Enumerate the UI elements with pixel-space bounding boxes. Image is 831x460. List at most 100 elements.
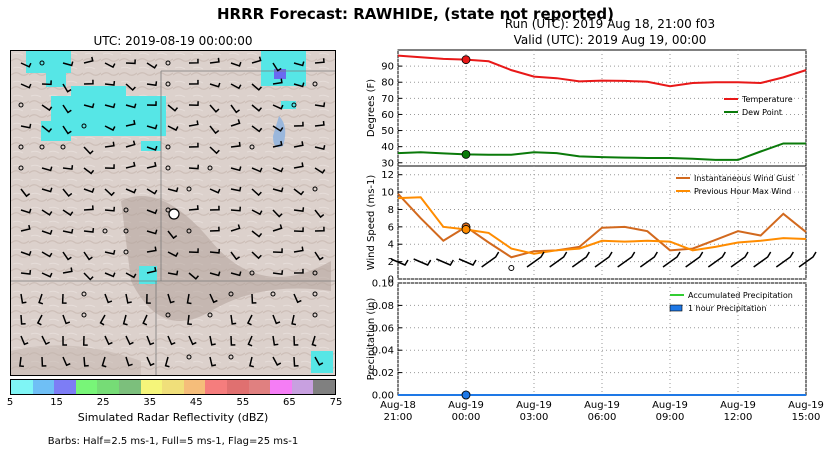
colorbar (10, 379, 336, 395)
wind-barb (41, 251, 53, 258)
x-tick-label-date: Aug-19 (584, 400, 620, 411)
wind-barb (19, 356, 24, 368)
wind-barb (293, 121, 304, 127)
calm-marker (228, 354, 234, 360)
wind-barb (209, 248, 221, 254)
wind-barb (251, 104, 263, 112)
wind-barb (314, 120, 325, 127)
wind-barb (146, 145, 158, 151)
calm-marker (165, 81, 171, 87)
station-marker (168, 208, 180, 220)
x-tick-label-date: Aug-19 (448, 400, 484, 411)
wind-barb (314, 58, 325, 64)
wind-barb (248, 356, 254, 368)
wind-barb (83, 205, 94, 211)
calm-marker (186, 228, 192, 234)
map-title: UTC: 2019-08-19 00:00:00 (93, 34, 253, 48)
wind-barb (20, 335, 29, 346)
wind-barb (122, 314, 128, 326)
wind-barbs (18, 56, 326, 368)
calm-marker (165, 312, 171, 318)
wind-barb (188, 164, 200, 170)
valid-time-marker (461, 149, 471, 159)
wind-barb (20, 123, 32, 129)
colorbar-swatch (11, 380, 33, 394)
y-tick-label: 70 (381, 94, 394, 105)
wind-barb (36, 314, 43, 326)
wind-barb (272, 62, 282, 72)
calm-marker (207, 165, 213, 171)
wind-barb (20, 188, 31, 198)
colorbar-swatch (313, 380, 335, 394)
wind-barb (41, 104, 53, 112)
wind-barb (99, 314, 106, 326)
wind-barb (20, 269, 32, 275)
wind-barb (125, 356, 133, 367)
wind-barb (62, 314, 71, 325)
wind-barb (83, 167, 95, 175)
wind-barb (209, 226, 220, 232)
wind-barb (209, 104, 220, 113)
wind-barb (293, 268, 304, 274)
wind-barb (251, 188, 262, 197)
wind-barb (251, 83, 262, 91)
wind-barb (230, 314, 237, 325)
wind-barb (62, 209, 74, 217)
wind-barb (167, 125, 179, 132)
wind-barb (293, 162, 304, 169)
y-axis-label: Degrees (F) (366, 79, 377, 137)
y-tick-label: 2 (388, 257, 394, 268)
wind-barb (293, 141, 304, 148)
colorbar-swatch (226, 380, 249, 394)
wind-barb (125, 293, 132, 304)
wind-barb (146, 229, 158, 235)
wind-barb (62, 61, 74, 67)
wind-barb (61, 293, 67, 304)
wind-barb (291, 314, 297, 326)
wind-barb (753, 251, 772, 268)
wind-barb (209, 57, 220, 64)
wind-barb (246, 314, 253, 326)
calm-marker (81, 291, 87, 297)
calm-marker (18, 144, 24, 150)
wind-barb (104, 272, 116, 278)
colorbar-swatch (140, 380, 163, 394)
calm-marker (312, 291, 318, 297)
wind-barb (390, 258, 409, 266)
wind-barb (293, 61, 305, 67)
y-tick-label: 0.10 (372, 279, 394, 290)
wind-barb (272, 270, 284, 276)
wind-barb (146, 246, 157, 253)
colorbar-swatch (162, 380, 184, 394)
wind-barb (62, 188, 73, 198)
colorbar-tick-label: 25 (96, 397, 110, 408)
wind-barb (293, 188, 305, 196)
wind-barb (798, 251, 817, 268)
wind-barb (62, 104, 72, 114)
wind-barb (20, 224, 31, 232)
calm-marker (123, 228, 129, 234)
y-tick-label: 0.04 (372, 346, 394, 357)
wind-barb (83, 146, 94, 155)
legend-label: Temperature (741, 95, 793, 104)
wind-barb (186, 293, 192, 305)
wind-barb (83, 227, 95, 233)
wind-barb (230, 271, 242, 277)
calm-marker (165, 60, 171, 66)
calm-marker (508, 265, 515, 271)
x-tick-label-date: Aug-19 (720, 400, 756, 411)
wind-barb (104, 80, 116, 86)
wind-barb (125, 188, 137, 194)
colorbar-tick-label: 55 (236, 397, 250, 408)
wind-barb (104, 293, 113, 304)
wind-barb (230, 104, 240, 114)
wind-barb (314, 144, 326, 150)
colorbar-swatch (32, 380, 55, 394)
wind-barb (272, 209, 283, 218)
wind-barb (526, 251, 545, 268)
wind-barb (272, 187, 284, 193)
wind-barb (125, 103, 137, 109)
state-borders (11, 70, 335, 375)
wind-barb (101, 356, 107, 368)
